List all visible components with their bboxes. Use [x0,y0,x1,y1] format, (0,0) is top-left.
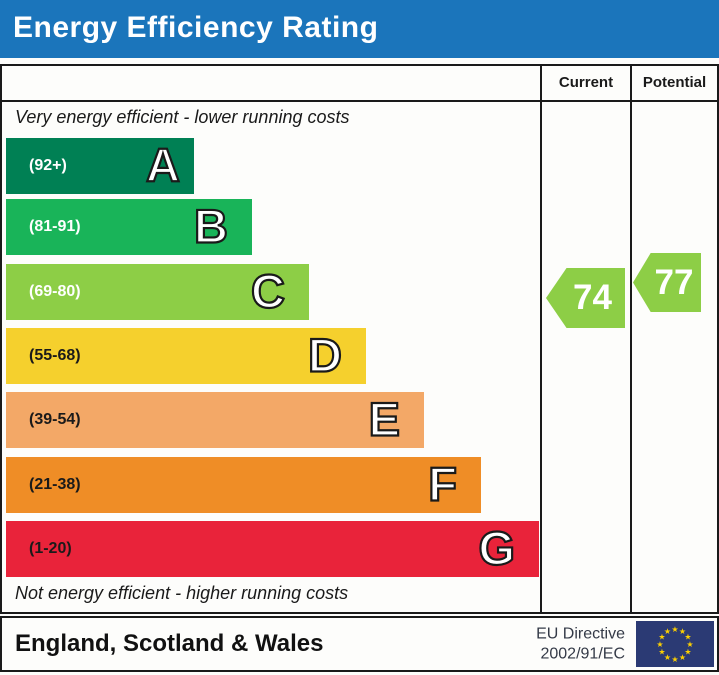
band-grade-letter: F [427,457,458,511]
rating-table: Current Potential Very energy efficient … [0,64,719,614]
potential-column-divider [630,66,632,612]
band-grade-letter: C [250,264,286,318]
svg-text:★: ★ [658,633,665,642]
band-range-label: (69-80) [29,283,81,300]
svg-text:★: ★ [664,653,671,662]
band-row-a: (92+) A [6,138,194,194]
band-range-label: (39-54) [29,411,81,428]
band-range-label: (21-38) [29,476,81,493]
footer-bar: England, Scotland & Wales EU Directive 2… [0,616,719,672]
eu-directive-label: EU Directive 2002/91/EC [536,624,625,663]
svg-text:★: ★ [684,633,691,642]
svg-text:★: ★ [684,648,691,657]
band-grade-letter: G [477,521,516,575]
band-row-f: (21-38) F [6,457,481,513]
top-annotation: Very energy efficient - lower running co… [15,107,350,127]
band-grade-letter: E [368,392,402,446]
band-range-label: (1-20) [29,540,72,557]
svg-text:★: ★ [686,640,693,649]
svg-text:★: ★ [679,653,686,662]
eu-flag-icon: ★ ★ ★ ★ ★ ★ ★ ★ ★ ★ ★ ★ [636,621,714,667]
band-row-d: (55-68) D [6,328,366,384]
band-row-e: (39-54) E [6,392,424,448]
band-row-b: (81-91) B [6,199,252,255]
title-bar: Energy Efficiency Rating [0,0,719,58]
band-grade-letter: A [145,138,181,192]
bottom-annotation: Not energy efficient - higher running co… [15,583,349,603]
band-range-label: (92+) [29,157,67,174]
band-range-label: (81-91) [29,218,81,235]
eu-directive-line2: 2002/91/EC [540,645,625,662]
eu-directive-line1: EU Directive [536,625,625,643]
potential-rating-value: 77 [654,262,694,302]
svg-text:★: ★ [656,640,663,649]
band-range-label: (55-68) [29,347,81,364]
svg-text:★: ★ [671,625,678,634]
svg-text:★: ★ [658,648,665,657]
svg-text:★: ★ [664,627,671,636]
header-divider [2,100,717,102]
band-grade-letter: B [193,199,229,253]
current-rating-value: 74 [573,278,612,317]
current-column-header: Current [558,74,614,91]
band-grade-letter: D [307,328,343,382]
region-label: England, Scotland & Wales [15,630,324,657]
band-row-g: (1-20) G [6,521,539,577]
potential-column-header: Potential [642,74,707,91]
current-column-divider [540,66,542,612]
band-row-c: (69-80) C [6,264,309,320]
page-title: Energy Efficiency Rating [13,11,379,44]
svg-text:★: ★ [679,627,686,636]
svg-text:★: ★ [671,655,678,664]
